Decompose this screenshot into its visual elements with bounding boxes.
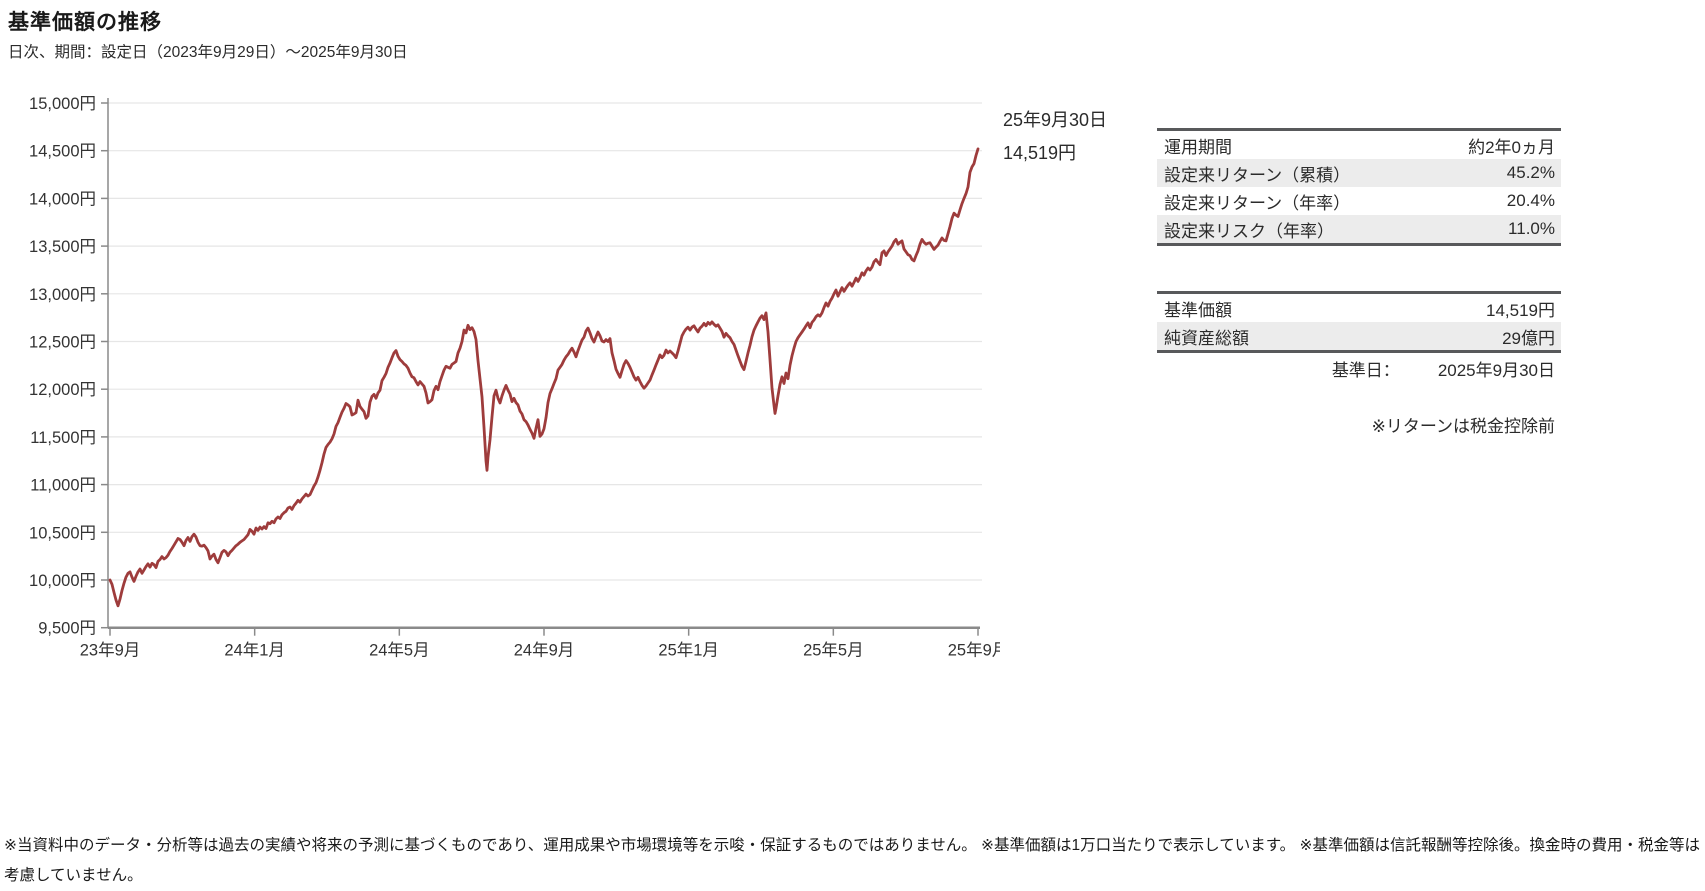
table-row: 純資産総額 29億円 [1157,322,1561,350]
page-title: 基準価額の推移 [8,11,162,34]
table-row: 設定来リターン（累積） 45.2% [1157,159,1561,187]
y-axis-label: 10,500円 [29,524,96,542]
y-axis-label: 15,000円 [29,95,96,113]
x-axis-label: 24年5月 [369,641,430,660]
nav-stats-table: 基準価額 14,519円純資産総額 29億円 [1157,291,1561,353]
y-axis-label: 12,500円 [29,334,96,352]
y-axis-label: 13,500円 [29,238,96,256]
row-value: 29億円 [1502,328,1555,348]
annotation-value: 14,519円 [1003,143,1077,163]
footer-disclaimer: ※当資料中のデータ・分析等は過去の実績や将来の予測に基づくものであり、運用成果や… [4,837,1700,884]
annotation-date: 25年9月30日 [1003,110,1108,130]
page-subtitle: 日次、期間：設定日（2023年9月29日）～2025年9月30日 [8,44,408,61]
y-axis-label: 12,000円 [29,381,96,399]
table-row: 設定来リターン（年率） 20.4% [1157,187,1561,215]
x-axis-label: 25年9月 [948,641,1000,660]
y-axis-label: 11,000円 [30,477,96,495]
x-axis-label: 23年9月 [80,641,141,660]
tax-note: ※リターンは税金控除前 [1371,417,1555,436]
y-axis-label: 14,000円 [29,190,96,208]
y-axis-label: 13,000円 [29,286,96,304]
table-row: 設定来リスク（年率） 11.0% [1157,215,1561,243]
row-label: 設定来リターン（年率） [1164,193,1351,213]
row-value: 45.2% [1506,163,1555,182]
y-axis-label: 11,500円 [30,429,96,447]
y-axis-label: 14,500円 [29,143,96,161]
nav-price-line-chart: 9,500円 10,000円 10,500円 11,000円 11,500円 12,000… [29,95,1000,660]
price-line [108,147,980,608]
row-value: 約2年0ヵ月 [1468,137,1555,157]
y-axis-label: 10,000円 [29,572,96,590]
performance-stats-table: 運用期間 約2年0ヵ月設定来リターン（累積） 45.2% 設定来リターン（年率） 20.… [1157,128,1561,246]
x-axis-label: 24年9月 [514,641,575,660]
row-label: 設定来リターン（累積） [1164,165,1351,185]
row-label: 設定来リスク（年率） [1164,221,1334,241]
row-value: 11.0% [1508,219,1555,238]
row-value: 20.4% [1506,191,1555,210]
latest-value-annotation: 25年9月30日 14,519円 [1003,104,1107,170]
row-label: 運用期間 [1164,137,1232,157]
row-value: 14,519円 [1486,300,1555,320]
row-label: 純資産総額 [1164,328,1249,348]
base-date-value: 2025年9月30日 [1437,361,1555,380]
x-axis-label: 25年1月 [658,641,719,660]
base-date-label: 基準日： [1331,361,1400,380]
table-row: 基準価額 14,519円 [1157,294,1561,322]
row-label: 基準価額 [1164,300,1232,320]
x-axis-label: 25年5月 [803,641,864,660]
base-date-row: 基準日： 2025年9月30日 [1157,356,1555,381]
x-axis-label: 24年1月 [224,641,285,660]
y-axis-label: 9,500円 [38,620,96,638]
table-row: 運用期間 約2年0ヵ月 [1157,131,1561,159]
